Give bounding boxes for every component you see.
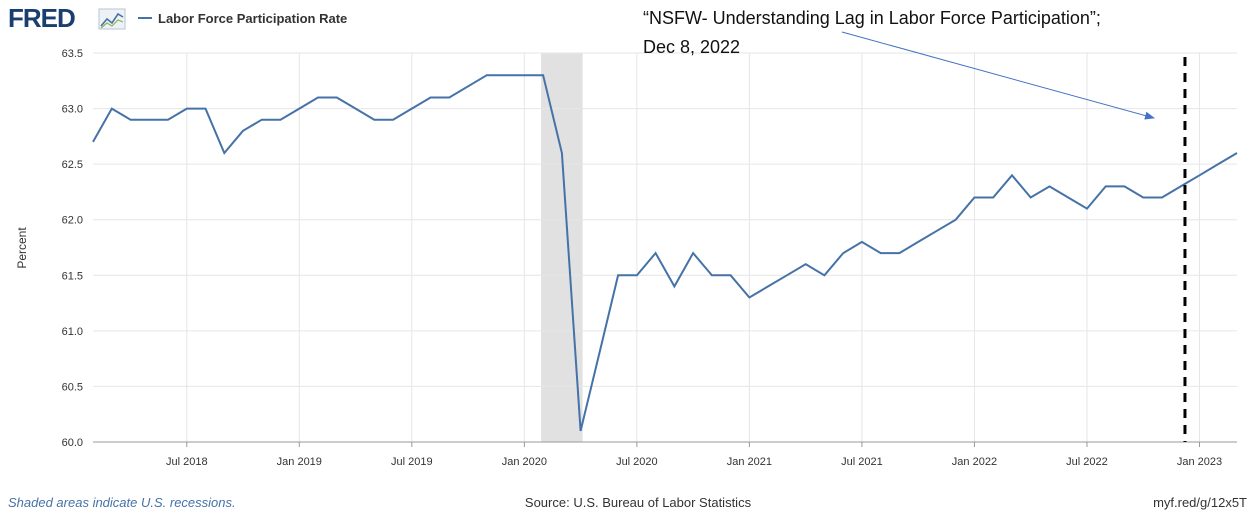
x-tick-label: Jul 2019 — [391, 456, 433, 468]
y-tick-label: 60.0 — [62, 437, 83, 449]
source-note: Source: U.S. Bureau of Labor Statistics — [525, 495, 752, 510]
x-tick-label: Jan 2021 — [727, 456, 772, 468]
header: FRED Labor Force Participation Rate — [8, 3, 347, 33]
y-tick-label: 62.5 — [62, 159, 83, 171]
x-tick-label: Jul 2020 — [616, 456, 658, 468]
x-tick-label: Jan 2023 — [1177, 456, 1222, 468]
plot-area: 60.0 60.5 61.0 61.5 62.0 62.5 63.0 63.5 Jul 2018… — [62, 48, 1238, 468]
recession-band — [541, 53, 583, 442]
annotation-title: “NSFW- Understanding Lag in Labor Force … — [643, 8, 1101, 28]
y-tick-label: 63.0 — [62, 104, 83, 116]
y-tick-label: 62.0 — [62, 215, 83, 227]
x-tick-label: Jan 2022 — [952, 456, 997, 468]
short-link[interactable]: myf.red/g/12x5T — [1153, 495, 1247, 510]
y-tick-label: 61.5 — [62, 270, 83, 282]
x-tick-label: Jan 2020 — [502, 456, 547, 468]
annotation: “NSFW- Understanding Lag in Labor Force … — [643, 8, 1155, 120]
recession-note: Shaded areas indicate U.S. recessions. — [8, 495, 236, 510]
x-tick-label: Jul 2022 — [1066, 456, 1108, 468]
y-axis-label: Percent — [15, 227, 29, 269]
footer: Shaded areas indicate U.S. recessions. S… — [8, 495, 1247, 510]
x-tick-label: Jan 2019 — [277, 456, 322, 468]
fred-graph-icon — [98, 8, 126, 30]
x-tick-label: Jul 2018 — [166, 456, 208, 468]
annotation-date: Dec 8, 2022 — [643, 37, 740, 57]
annotation-arrow — [841, 31, 1155, 120]
x-tick-label: Jul 2021 — [841, 456, 883, 468]
series-line — [92, 74, 1238, 432]
plot-background — [93, 53, 1237, 442]
y-tick-label: 60.5 — [62, 381, 83, 393]
legend-label: Labor Force Participation Rate — [158, 11, 347, 26]
y-tick-label: 61.0 — [62, 326, 83, 338]
y-tick-label: 63.5 — [62, 48, 83, 60]
fred-logo[interactable]: FRED — [8, 3, 76, 33]
